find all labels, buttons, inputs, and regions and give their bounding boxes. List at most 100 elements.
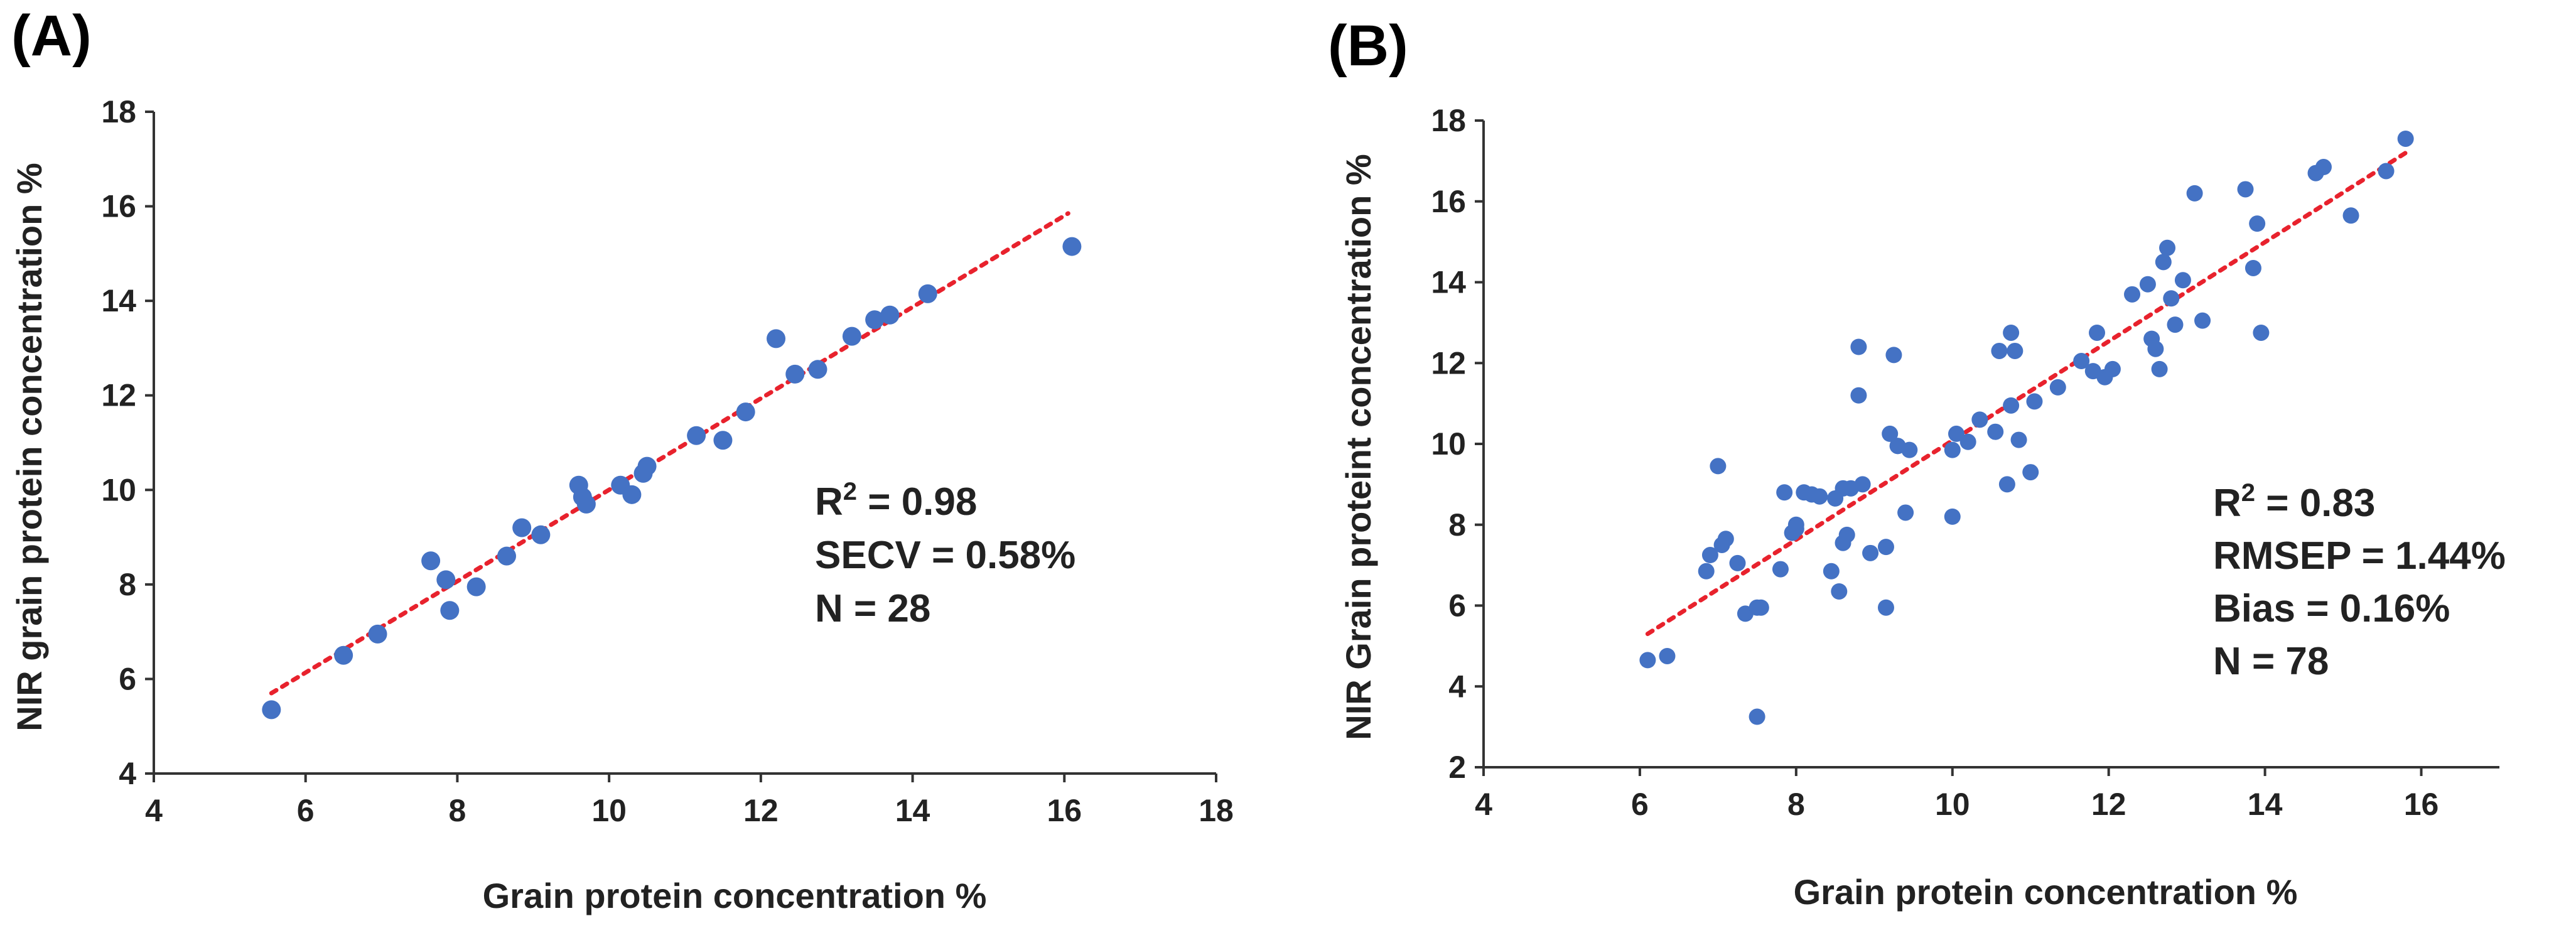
data-point	[1062, 237, 1082, 256]
x-tick-labels-b: 4 6 8 10 12 14 16	[1475, 787, 2439, 822]
x-tick-label: 14	[2248, 787, 2283, 822]
data-points-b	[1639, 130, 2414, 725]
data-point	[2124, 286, 2141, 303]
x-tick-label: 10	[591, 793, 627, 828]
x-tick-label: 8	[449, 793, 466, 828]
y-tick-label: 6	[1448, 588, 1466, 623]
data-point	[2003, 324, 2020, 341]
data-point	[262, 700, 281, 720]
data-point	[1787, 516, 1804, 533]
y-tick-label: 8	[119, 567, 136, 602]
data-point	[1698, 563, 1715, 580]
x-tick-label: 8	[1787, 787, 1805, 822]
y-tick-label: 16	[101, 189, 136, 224]
data-point	[2010, 431, 2027, 448]
data-point	[436, 570, 456, 590]
data-point	[1639, 652, 1656, 669]
data-point	[1850, 387, 1867, 404]
data-point	[1776, 484, 1793, 501]
data-point	[637, 456, 657, 476]
statistics-box-a: R2 = 0.98 SECV = 0.58% N = 28	[815, 478, 1075, 630]
data-point	[1987, 423, 2004, 440]
data-point	[2163, 290, 2180, 307]
data-point	[2167, 316, 2184, 333]
data-point	[1882, 425, 1899, 442]
y-tick-label: 12	[1431, 345, 1466, 380]
y-tick-labels-b: 2 4 6 8 10 12 14 16 18	[1431, 103, 1466, 785]
data-point	[440, 601, 460, 620]
y-tick-label: 18	[1431, 103, 1466, 138]
y-tick-label: 6	[119, 661, 136, 696]
data-point	[2007, 342, 2024, 359]
data-point	[1854, 476, 1871, 493]
x-tick-label: 16	[1047, 793, 1082, 828]
data-points-a	[262, 237, 1082, 720]
data-point	[531, 525, 551, 544]
data-point	[622, 485, 642, 504]
data-point	[2245, 259, 2261, 276]
data-point	[1944, 508, 1961, 525]
data-point	[1877, 599, 1894, 616]
y-tick-label: 4	[1448, 669, 1466, 704]
data-point	[2026, 393, 2043, 410]
x-tick-label: 6	[1631, 787, 1649, 822]
data-point	[1838, 526, 1855, 543]
data-point	[2342, 207, 2359, 224]
y-tick-label: 10	[1431, 426, 1466, 461]
y-tick-label: 10	[101, 472, 136, 507]
y-tick-label: 16	[1431, 184, 1466, 219]
data-point	[1850, 338, 1867, 355]
y-tick-label: 8	[1448, 507, 1466, 542]
data-point	[1823, 563, 1840, 580]
data-point	[880, 305, 900, 325]
data-point	[2049, 379, 2066, 396]
chart-panel-a: (A) 4 6 8 10 12 14 16 18 4 6 8 10 12 14 16 18 Grain pr…	[9, 4, 1234, 915]
y-tick-label: 14	[101, 283, 136, 318]
data-point	[842, 326, 861, 346]
x-tick-label: 12	[743, 793, 779, 828]
statistics-box-b: R2 = 0.83 RMSEP = 1.44% Bias = 0.16% N =…	[2213, 479, 2506, 683]
data-point	[736, 402, 755, 422]
data-point	[1862, 544, 1879, 561]
data-point	[1885, 347, 1902, 364]
data-point	[1729, 554, 1746, 571]
rmsep-b: RMSEP = 1.44%	[2213, 534, 2506, 578]
x-tick-label: 10	[1935, 787, 1970, 822]
data-point	[2003, 397, 2020, 414]
data-point	[2073, 353, 2090, 370]
data-point	[2378, 163, 2395, 180]
data-point	[918, 284, 937, 303]
data-point	[1944, 441, 1961, 458]
y-tick-label: 18	[101, 94, 136, 129]
data-point	[2186, 185, 2203, 202]
data-point	[785, 364, 805, 384]
data-point	[1998, 476, 2015, 493]
x-tick-label: 18	[1199, 793, 1234, 828]
data-point	[466, 577, 486, 596]
data-point	[334, 645, 353, 665]
data-point	[1701, 547, 1718, 564]
data-point	[1971, 411, 1988, 428]
trendline-a	[269, 211, 1070, 696]
data-point	[808, 360, 827, 379]
data-point	[2249, 215, 2266, 232]
data-point	[576, 494, 596, 514]
data-point	[2237, 181, 2254, 198]
data-point	[1991, 342, 2008, 359]
r-squared-b: R2 = 0.83	[2213, 479, 2375, 525]
data-point	[1959, 433, 1976, 450]
data-point	[512, 518, 532, 537]
x-tick-label: 4	[145, 793, 163, 828]
n-count-a: N = 28	[815, 587, 930, 630]
data-point	[687, 426, 706, 445]
data-point	[865, 310, 885, 330]
data-point	[1717, 531, 1734, 547]
x-axis-title-a: Grain protein concentration %	[483, 876, 987, 915]
data-point	[2159, 239, 2176, 256]
data-point	[1901, 441, 1918, 458]
data-point	[2397, 130, 2414, 147]
x-tick-label: 14	[895, 793, 930, 828]
axes-a	[145, 111, 1217, 782]
data-point	[1749, 599, 1765, 616]
data-point	[497, 546, 516, 566]
